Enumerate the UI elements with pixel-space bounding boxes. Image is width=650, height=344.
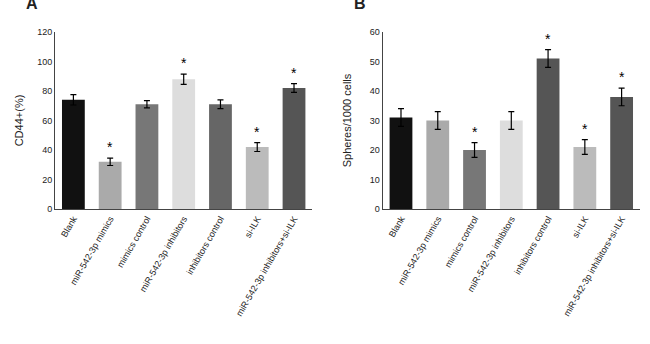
svg-text:inhibitors control: inhibitors control [512,215,553,277]
svg-text:30: 30 [370,116,380,126]
svg-text:120: 120 [37,27,52,37]
svg-text:*: * [291,65,297,81]
svg-text:20: 20 [370,145,380,155]
svg-text:B: B [354,0,366,12]
svg-text:miR-542-3p inhibitors: miR-542-3p inhibitors [138,214,190,294]
svg-text:40: 40 [42,145,52,155]
svg-text:0: 0 [47,204,52,214]
svg-text:miR-542-3p inhibitors: miR-542-3p inhibitors [465,214,517,294]
svg-text:60: 60 [370,27,380,37]
svg-text:50: 50 [370,57,380,67]
svg-text:20: 20 [42,175,52,185]
svg-text:100: 100 [37,57,52,67]
svg-text:A: A [26,0,38,12]
svg-text:*: * [582,121,588,137]
svg-text:*: * [254,124,260,140]
svg-text:*: * [545,31,551,47]
svg-text:miR-542-3p mimics: miR-542-3p mimics [396,214,444,287]
svg-text:mimics control: mimics control [443,215,480,270]
svg-text:Blank: Blank [387,214,407,239]
svg-text:CD44+(%): CD44+(%) [13,95,25,147]
svg-text:0: 0 [375,204,380,214]
svg-text:inhibitors control: inhibitors control [185,215,226,277]
svg-text:*: * [181,55,187,71]
svg-text:miR-542-3p inhibitors+si-ILK: miR-542-3p inhibitors+si-ILK [234,215,300,319]
svg-text:miR-542-3p inhibitors+si-ILK: miR-542-3p inhibitors+si-ILK [562,215,628,319]
svg-text:*: * [619,69,625,85]
svg-text:mimics control: mimics control [115,215,152,270]
svg-text:80: 80 [42,86,52,96]
svg-text:40: 40 [370,86,380,96]
svg-text:*: * [472,124,478,140]
svg-text:*: * [107,139,113,155]
svg-text:Spheres/1000 cells: Spheres/1000 cells [341,73,353,167]
svg-text:si-ILK: si-ILK [570,215,590,240]
svg-text:miR-542-3p mimics: miR-542-3p mimics [68,214,116,287]
svg-text:60: 60 [42,116,52,126]
svg-text:si-ILK: si-ILK [243,215,263,240]
svg-text:10: 10 [370,175,380,185]
svg-text:Blank: Blank [59,214,79,239]
